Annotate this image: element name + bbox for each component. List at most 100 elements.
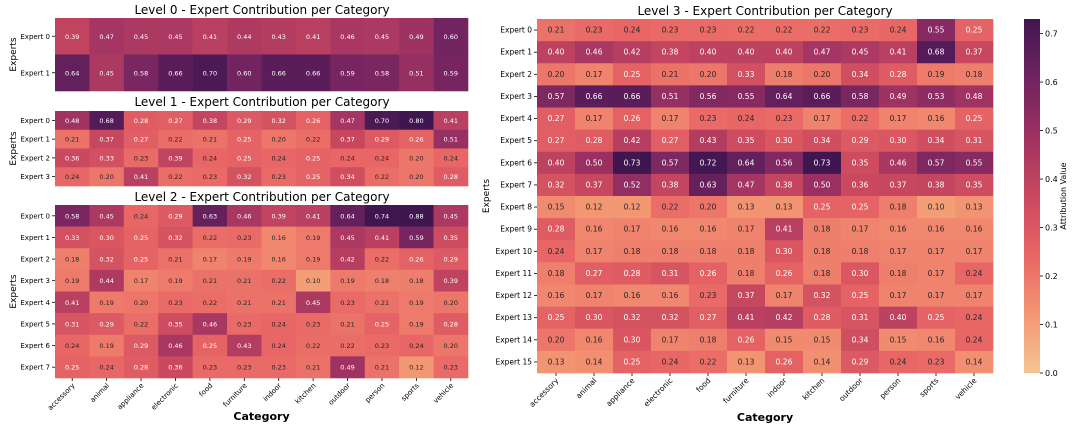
cell-l3-r2-c5 <box>727 63 766 86</box>
cell-l3-r15-c7 <box>803 350 842 374</box>
cell-l3-r0-c9 <box>879 19 918 42</box>
cell-l3-r7-c1 <box>575 173 614 197</box>
cell-l3-r15-c5 <box>727 350 766 374</box>
cell-l3-r8-c4 <box>689 196 728 219</box>
cell-value-l2-r2-c9: 0.22 <box>375 256 389 264</box>
cell-l3-r7-c10 <box>917 173 956 197</box>
cell-l3-r10-c6 <box>765 240 804 263</box>
cell-value-l3-r5-c8: 0.29 <box>852 136 869 145</box>
cell-value-l3-r14-c8: 0.34 <box>852 335 869 344</box>
cell-l3-r14-c9 <box>879 328 918 352</box>
cell-l3-r5-c6 <box>765 129 804 153</box>
cell-l3-r3-c11 <box>955 85 994 108</box>
cell-value-l3-r8-c8: 0.25 <box>852 203 869 212</box>
cell-value-l3-r5-c0: 0.27 <box>548 136 565 145</box>
cell-value-l2-r1-c10: 0.59 <box>409 234 423 242</box>
cell-value-l3-r6-c0: 0.40 <box>548 158 565 167</box>
cell-value-l3-r15-c3: 0.24 <box>662 357 679 366</box>
cell-l3-r15-c11 <box>955 350 994 374</box>
cell-l3-r0-c4 <box>689 19 728 42</box>
cell-value-l3-r8-c2: 0.12 <box>624 203 641 212</box>
cell-value-l2-r2-c8: 0.42 <box>340 256 354 264</box>
cell-value-l0-r1-c10: 0.51 <box>409 69 423 77</box>
cell-l1-r1-c4 <box>192 129 228 149</box>
cell-value-l3-r0-c11: 0.25 <box>966 26 983 35</box>
cell-value-l3-r10-c11: 0.17 <box>966 247 983 256</box>
x-tick-l2-7: kitchen <box>294 382 318 406</box>
cell-l3-r6-c5 <box>727 151 766 175</box>
cell-value-l3-r0-c8: 0.23 <box>852 26 869 35</box>
cell-l1-r2-c11 <box>433 148 469 168</box>
cell-l3-r4-c9 <box>879 107 918 130</box>
cell-value-l1-r1-c6: 0.20 <box>271 136 285 144</box>
row-label-l3-4: Expert 4 <box>500 114 532 123</box>
cell-value-l1-r1-c4: 0.21 <box>203 136 217 144</box>
cell-l3-r6-c8 <box>841 151 880 175</box>
cell-l3-r7-c2 <box>613 173 652 197</box>
cell-l3-r7-c4 <box>689 173 728 197</box>
cell-value-l3-r0-c6: 0.22 <box>776 26 793 35</box>
x-axis-label-l2: Category <box>233 410 289 423</box>
cell-value-l2-r1-c7: 0.19 <box>306 234 320 242</box>
cell-value-l3-r13-c9: 0.40 <box>890 313 907 322</box>
cell-value-l1-r2-c7: 0.25 <box>306 154 320 162</box>
cell-l3-r6-c6 <box>765 151 804 175</box>
cell-value-l1-r2-c5: 0.25 <box>237 154 251 162</box>
cell-l3-r10-c8 <box>841 240 880 263</box>
cell-value-l1-r1-c0: 0.21 <box>65 136 79 144</box>
cell-l3-r5-c1 <box>575 129 614 153</box>
panel-title-level-3: Level 3 - Expert Contribution per Catego… <box>637 4 892 18</box>
cell-value-l2-r1-c6: 0.16 <box>271 234 285 242</box>
cell-value-l1-r1-c2: 0.27 <box>134 136 148 144</box>
cell-value-l3-r3-c10: 0.53 <box>928 92 945 101</box>
cell-value-l3-r11-c4: 0.26 <box>700 269 717 278</box>
cell-value-l3-r9-c1: 0.16 <box>586 225 603 234</box>
cell-value-l2-r1-c8: 0.45 <box>340 234 354 242</box>
cell-value-l3-r6-c5: 0.64 <box>738 158 755 167</box>
cell-value-l2-r7-c4: 0.23 <box>203 364 217 372</box>
cell-value-l3-r2-c9: 0.28 <box>890 70 907 79</box>
cell-l2-r5-c4 <box>192 313 228 336</box>
cell-value-l2-r2-c3: 0.21 <box>168 256 182 264</box>
cell-l2-r2-c1 <box>89 248 125 271</box>
cell-value-l2-r1-c4: 0.22 <box>203 234 217 242</box>
heatmap-level-3: Level 3 - Expert Contribution per Catego… <box>482 4 994 424</box>
cell-value-l1-r2-c2: 0.23 <box>134 154 148 162</box>
cell-value-l3-r10-c0: 0.24 <box>548 247 565 256</box>
cell-value-l3-r5-c7: 0.34 <box>814 136 831 145</box>
row-label-l1-3: Expert 3 <box>20 173 50 181</box>
cell-value-l2-r5-c7: 0.23 <box>306 320 320 328</box>
y-axis-label-l2: Experts <box>9 274 19 308</box>
cell-value-l2-r2-c2: 0.25 <box>134 256 148 264</box>
cell-value-l3-r11-c6: 0.26 <box>776 269 793 278</box>
cell-l3-r4-c8 <box>841 107 880 130</box>
cell-l3-r12-c7 <box>803 284 842 307</box>
cell-l3-r10-c0 <box>537 240 576 263</box>
cell-value-l3-r4-c11: 0.25 <box>966 114 983 123</box>
cell-value-l3-r1-c0: 0.40 <box>548 48 565 57</box>
cell-value-l2-r3-c1: 0.44 <box>99 277 113 285</box>
cell-l0-r0-c2 <box>123 18 159 55</box>
cell-l3-r4-c0 <box>537 107 576 130</box>
cell-value-l2-r6-c8: 0.22 <box>340 342 354 350</box>
cell-l3-r10-c9 <box>879 240 918 263</box>
cell-l3-r4-c11 <box>955 107 994 130</box>
cell-l3-r15-c2 <box>613 350 652 374</box>
cell-l2-r6-c6 <box>261 334 297 357</box>
cell-l2-r3-c11 <box>433 269 469 292</box>
cell-value-l0-r1-c8: 0.59 <box>340 69 354 77</box>
cell-l2-r6-c1 <box>89 334 125 357</box>
cell-l3-r11-c8 <box>841 262 880 285</box>
cell-l3-r2-c9 <box>879 63 918 86</box>
cell-l3-r13-c6 <box>765 306 804 330</box>
x-tick-l2-9: person <box>364 382 387 405</box>
cell-value-l3-r7-c0: 0.32 <box>548 180 565 189</box>
row-label-l3-6: Expert 6 <box>500 158 532 167</box>
cell-l1-r2-c10 <box>399 148 434 168</box>
cell-value-l2-r1-c9: 0.41 <box>375 234 389 242</box>
cell-value-l0-r1-c11: 0.59 <box>444 69 458 77</box>
cell-value-l2-r0-c2: 0.24 <box>134 212 148 220</box>
row-label-l1-1: Expert 1 <box>20 136 50 144</box>
cell-value-l2-r5-c4: 0.46 <box>203 320 217 328</box>
cell-l2-r2-c8 <box>330 248 366 271</box>
